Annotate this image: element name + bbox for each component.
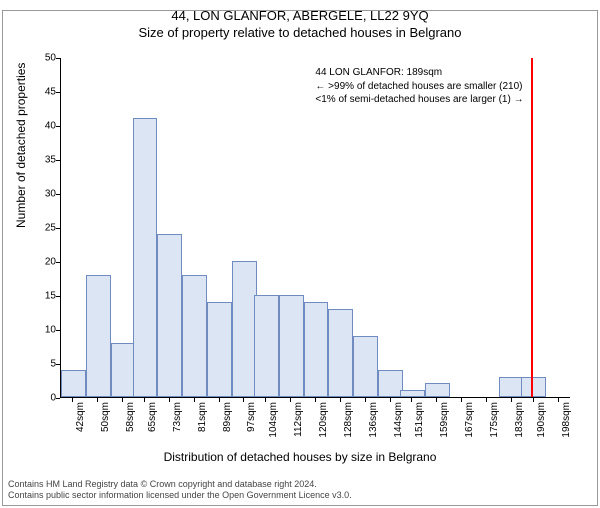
x-tick-mark [243,398,244,402]
x-tick-label: 81sqm [197,402,208,432]
y-tick-label: 45 [26,87,56,98]
x-tick-mark [340,398,341,402]
y-tick-label: 25 [26,223,56,234]
x-tick-label: 104sqm [268,402,279,438]
x-tick-label: 89sqm [222,402,233,432]
histogram-bar [279,295,304,397]
x-tick-label: 175sqm [489,402,500,438]
y-tick-mark [56,92,60,93]
x-tick-mark [390,398,391,402]
page-subtitle: Size of property relative to detached ho… [0,25,600,40]
x-tick-mark [558,398,559,402]
annotation-line: ← >99% of detached houses are smaller (2… [315,80,523,94]
annotation-box: 44 LON GLANFOR: 189sqm← >99% of detached… [315,66,523,107]
x-tick-label: 190sqm [536,402,547,438]
x-tick-label: 144sqm [393,402,404,438]
histogram-bar [328,309,353,397]
y-tick-label: 10 [26,325,56,336]
x-tick-mark [511,398,512,402]
x-tick-mark [436,398,437,402]
x-tick-mark [97,398,98,402]
y-tick-mark [56,160,60,161]
x-axis-label: Distribution of detached houses by size … [0,450,600,464]
x-tick-mark [265,398,266,402]
x-tick-label: 97sqm [246,402,257,432]
x-tick-label: 65sqm [147,402,158,432]
y-tick-mark [56,194,60,195]
histogram-bar [207,302,232,397]
x-tick-label: 120sqm [318,402,329,438]
property-marker-line [531,58,533,397]
histogram-bar [133,118,158,397]
plot-area: 44 LON GLANFOR: 189sqm← >99% of detached… [60,58,570,398]
y-tick-label: 35 [26,155,56,166]
histogram-bar [157,234,182,397]
x-tick-label: 136sqm [368,402,379,438]
histogram-bar [182,275,207,397]
y-tick-mark [56,296,60,297]
footer: Contains HM Land Registry data © Crown c… [8,479,352,502]
footer-line: Contains HM Land Registry data © Crown c… [8,479,352,491]
x-tick-label: 73sqm [172,402,183,432]
y-tick-label: 30 [26,189,56,200]
x-tick-mark [533,398,534,402]
histogram-bar [86,275,111,397]
y-tick-mark [56,262,60,263]
y-tick-mark [56,398,60,399]
footer-line: Contains public sector information licen… [8,490,352,502]
chart: 44 LON GLANFOR: 189sqm← >99% of detached… [60,58,570,398]
x-tick-mark [290,398,291,402]
x-tick-mark [461,398,462,402]
y-tick-mark [56,126,60,127]
x-tick-label: 167sqm [464,402,475,438]
x-tick-mark [365,398,366,402]
x-tick-label: 198sqm [561,402,572,438]
y-tick-label: 15 [26,291,56,302]
histogram-bar [353,336,378,397]
x-tick-mark [219,398,220,402]
y-tick-mark [56,228,60,229]
x-tick-mark [144,398,145,402]
y-tick-mark [56,58,60,59]
y-tick-label: 0 [26,393,56,404]
annotation-line: <1% of semi-detached houses are larger (… [315,93,523,107]
page-title: 44, LON GLANFOR, ABERGELE, LL22 9YQ [0,8,600,23]
histogram-bar [400,390,425,397]
x-tick-label: 183sqm [514,402,525,438]
x-tick-mark [315,398,316,402]
x-tick-mark [194,398,195,402]
x-tick-label: 159sqm [439,402,450,438]
histogram-bar [254,295,279,397]
y-tick-label: 40 [26,121,56,132]
histogram-bar [425,383,450,397]
x-tick-mark [411,398,412,402]
x-tick-mark [169,398,170,402]
histogram-bar [521,377,546,397]
x-tick-label: 151sqm [414,402,425,438]
x-tick-label: 112sqm [293,402,304,437]
x-tick-mark [72,398,73,402]
y-tick-mark [56,330,60,331]
annotation-line: 44 LON GLANFOR: 189sqm [315,66,523,80]
x-tick-label: 58sqm [125,402,136,432]
x-tick-mark [486,398,487,402]
x-tick-label: 42sqm [75,402,86,432]
histogram-bar [304,302,329,397]
y-tick-mark [56,364,60,365]
y-tick-label: 50 [26,53,56,64]
histogram-bar [61,370,86,397]
x-tick-mark [122,398,123,402]
x-tick-label: 50sqm [100,402,111,432]
y-tick-label: 5 [26,359,56,370]
y-tick-label: 20 [26,257,56,268]
x-tick-label: 128sqm [343,402,354,438]
